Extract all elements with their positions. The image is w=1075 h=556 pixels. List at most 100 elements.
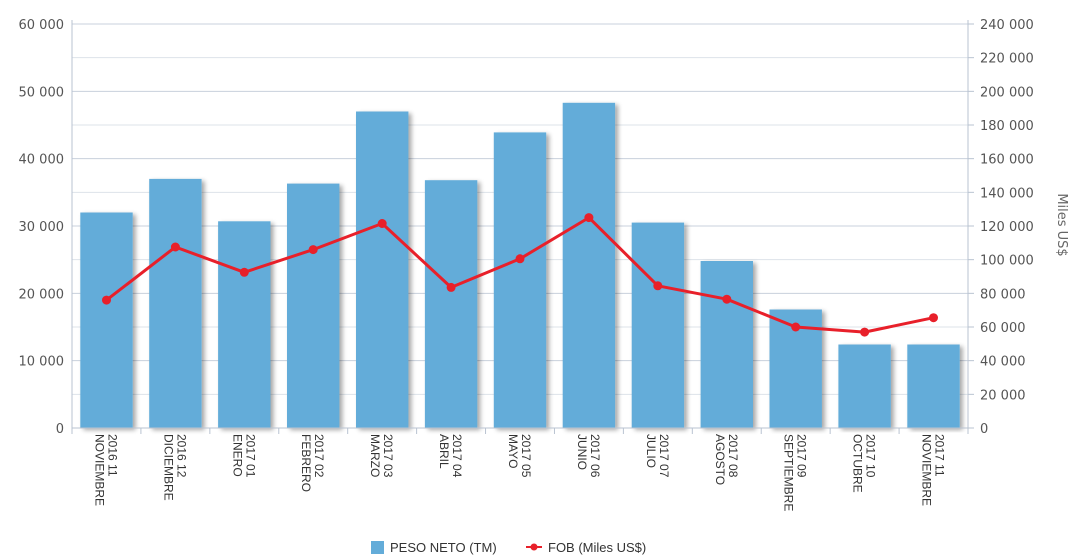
category-label-line: 2017 07 xyxy=(657,434,671,478)
left-tick-label: 10 000 xyxy=(19,355,65,370)
category-label-line: 2017 09 xyxy=(795,434,809,478)
legend-label-fob: FOB (Miles US$) xyxy=(548,540,646,555)
category-label-line: OCTUBRE xyxy=(851,434,865,493)
right-axis-ticks: 0 20 000 40 000 60 000 80 000 100 000 120 000 1… xyxy=(980,18,1034,437)
line-point[interactable] xyxy=(791,322,801,332)
category-label-line: NOVIEMBRE xyxy=(920,434,934,506)
axes xyxy=(71,20,974,434)
right-tick-label: 140 000 xyxy=(980,186,1034,201)
legend-label-peso-neto: PESO NETO (TM) xyxy=(390,540,497,555)
line-point[interactable] xyxy=(308,245,318,255)
bar[interactable] xyxy=(149,178,202,428)
line-point[interactable] xyxy=(377,219,387,228)
bar[interactable] xyxy=(218,221,271,428)
left-tick-label: 60 000 xyxy=(19,18,65,33)
line-point[interactable] xyxy=(170,242,180,252)
legend-item-peso-neto[interactable]: PESO NETO (TM) xyxy=(371,540,497,555)
left-tick-label: 20 000 xyxy=(19,287,65,302)
category-label-line: AGOSTO xyxy=(713,434,727,485)
bar[interactable] xyxy=(838,344,891,429)
category-label-line: JUNIO xyxy=(575,434,589,470)
right-tick-label: 180 000 xyxy=(980,119,1034,134)
bar-series-peso-neto xyxy=(80,102,960,429)
left-tick-label: 40 000 xyxy=(19,153,65,168)
bar[interactable] xyxy=(80,212,133,429)
right-tick-label: 160 000 xyxy=(980,153,1034,168)
right-tick-label: 80 000 xyxy=(980,287,1026,302)
left-axis-ticks: 0 10 000 20 000 30 000 40 000 50 000 60 000 xyxy=(19,18,65,437)
category-label-line: 2017 01 xyxy=(243,434,257,478)
category-label-line: SEPTIEMBRE xyxy=(782,434,796,511)
line-point[interactable] xyxy=(653,281,663,291)
line-point[interactable] xyxy=(239,267,249,277)
line-series-fob xyxy=(102,213,938,337)
category-label-line: MARZO xyxy=(368,434,382,477)
category-label-line: 2017 11 xyxy=(933,434,947,477)
bar[interactable] xyxy=(631,222,685,428)
left-tick-label: 0 xyxy=(56,422,64,437)
category-label-line: 2017 10 xyxy=(864,434,878,478)
category-label-line: FEBRERO xyxy=(299,434,313,492)
line-point[interactable] xyxy=(515,254,525,264)
category-label-line: JULIO xyxy=(644,434,658,468)
line-point[interactable] xyxy=(584,213,594,223)
right-tick-label: 60 000 xyxy=(980,321,1026,336)
bar[interactable] xyxy=(356,111,409,429)
bar[interactable] xyxy=(700,261,753,428)
category-label-line: 2017 04 xyxy=(450,434,464,478)
category-label-line: ENERO xyxy=(230,434,244,477)
category-label-line: 2017 05 xyxy=(519,434,533,478)
line-point[interactable] xyxy=(722,294,732,304)
category-label-line: 2016 11 xyxy=(106,434,120,477)
legend-dot-swatch xyxy=(530,543,538,551)
right-tick-label: 240 000 xyxy=(980,18,1034,33)
right-tick-label: 220 000 xyxy=(980,52,1034,67)
category-label-line: 2016 12 xyxy=(174,434,188,478)
line-point[interactable] xyxy=(102,295,111,305)
line-point[interactable] xyxy=(929,313,938,323)
bar[interactable] xyxy=(424,180,478,428)
left-tick-label: 50 000 xyxy=(19,85,65,100)
category-label-line: DICIEMBRE xyxy=(161,434,175,501)
right-tick-label: 200 000 xyxy=(980,85,1034,100)
right-axis-title: Miles US$ xyxy=(1054,193,1069,256)
category-label-line: 2017 02 xyxy=(312,434,326,478)
right-tick-label: 120 000 xyxy=(980,220,1034,235)
category-label-line: 2017 08 xyxy=(726,434,740,478)
line-point[interactable] xyxy=(446,282,456,292)
bar[interactable] xyxy=(562,102,616,429)
right-tick-label: 40 000 xyxy=(980,355,1026,370)
line-point[interactable] xyxy=(860,327,870,337)
category-label-line: 2017 03 xyxy=(381,434,395,478)
left-tick-label: 30 000 xyxy=(19,220,65,235)
bar[interactable] xyxy=(287,183,340,428)
category-label-line: 2017 06 xyxy=(588,434,602,478)
right-tick-label: 100 000 xyxy=(980,254,1034,269)
category-label-line: MAYO xyxy=(506,434,520,468)
category-label-line: ABRIL xyxy=(437,434,451,469)
right-tick-label: 0 xyxy=(980,422,988,437)
legend-item-fob[interactable]: FOB (Miles US$) xyxy=(526,540,646,555)
bar[interactable] xyxy=(493,132,547,428)
bar[interactable] xyxy=(907,344,960,429)
right-tick-label: 20 000 xyxy=(980,388,1026,403)
legend-bar-swatch xyxy=(371,541,384,554)
category-label-line: NOVIEMBRE xyxy=(93,434,107,506)
legend: PESO NETO (TM) FOB (Miles US$) xyxy=(371,540,646,555)
